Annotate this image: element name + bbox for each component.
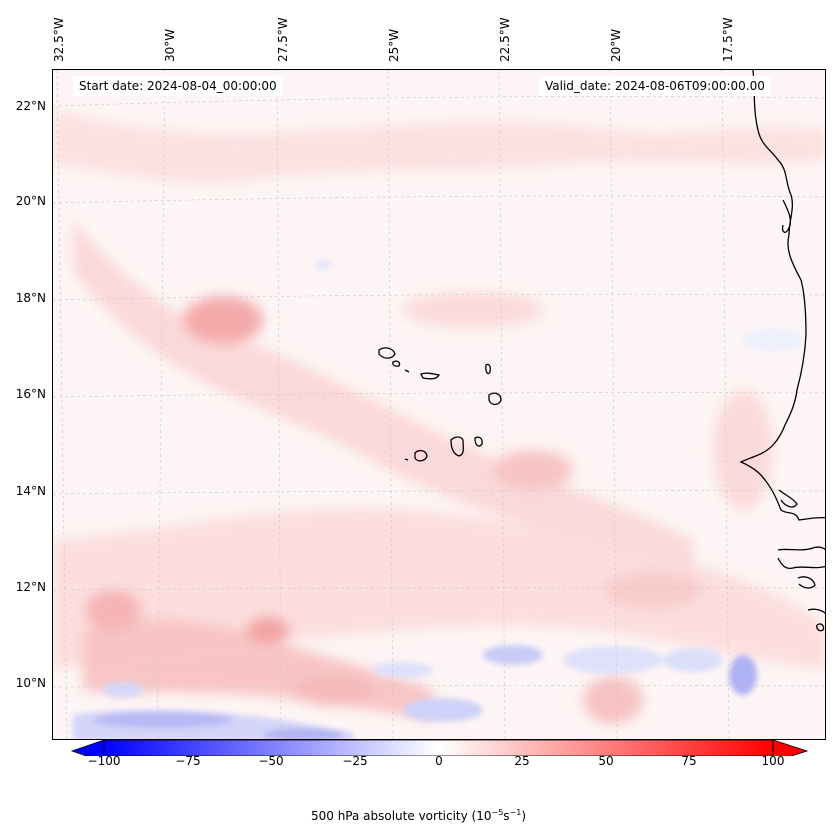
sao-vicente-island [392, 360, 401, 367]
colorbar-label-exponent-2: −1 [509, 808, 522, 817]
fogo-island [414, 449, 428, 462]
graticule [53, 70, 825, 739]
lat-label-16n: 16°N [15, 387, 46, 401]
cb-tick-minus25: −25 [342, 754, 368, 768]
cb-tick-100: 100 [761, 754, 785, 768]
santa-luzia-island [404, 369, 410, 373]
cb-tick-50: 50 [598, 754, 614, 768]
gambia-coast [777, 546, 825, 570]
positive-vorticity-areas [53, 110, 825, 724]
boa-vista-island [488, 392, 502, 406]
colorbar-outline [103, 740, 774, 756]
maio-island [474, 436, 483, 447]
guinea-coast [807, 608, 825, 614]
africa-coastline [739, 70, 825, 521]
map-panel [52, 69, 826, 740]
lat-label-14n: 14°N [15, 484, 46, 498]
colorbar-label: 500 hPa absolute vorticity (10−5s−1) [0, 808, 837, 823]
banc-d-arguin-coast [781, 199, 792, 233]
santiago-island [450, 436, 464, 457]
lat-label-22n: 22°N [15, 99, 46, 113]
guinea-bissau-coast [797, 576, 816, 589]
valid-date-label: Valid_date: 2024-08-06T09:00:00.00 [539, 76, 771, 96]
lon-label-30w: 30°W [163, 28, 177, 62]
sal-island [485, 363, 491, 375]
brava-island [404, 458, 409, 461]
cb-tick-75: 75 [681, 754, 697, 768]
cb-tick-0: 0 [435, 754, 443, 768]
lon-label-27-5w: 27.5°W [276, 17, 290, 62]
cb-tick-minus50: −50 [258, 754, 284, 768]
colorbar-label-exponent-1: −5 [491, 808, 504, 817]
colorbar [70, 740, 809, 756]
sao-nicolau-island [420, 372, 441, 380]
santo-antao-island [378, 347, 396, 359]
lat-label-10n: 10°N [15, 676, 46, 690]
colorbar-gradient [104, 740, 773, 756]
bijagos-islands [816, 623, 825, 632]
lon-label-32-5w: 32.5°W [52, 17, 66, 62]
cb-tick-minus75: −75 [175, 754, 201, 768]
lat-label-20n: 20°N [15, 194, 46, 208]
cb-tick-minus100: −100 [87, 754, 121, 768]
cape-verde-peninsula [778, 489, 798, 508]
lon-label-22-5w: 22.5°W [498, 17, 512, 62]
coastlines [378, 70, 825, 632]
colorbar-label-suffix: ) [521, 809, 527, 823]
negative-vorticity-areas [73, 260, 803, 739]
vorticity-field [53, 70, 825, 739]
lon-label-20w: 20°W [609, 28, 623, 62]
lat-label-12n: 12°N [15, 580, 46, 594]
colorbar-label-mid: s [503, 809, 510, 823]
colorbar-label-prefix: 500 hPa absolute vorticity (10 [310, 809, 492, 823]
cb-tick-25: 25 [514, 754, 530, 768]
start-date-label: Start date: 2024-08-04_00:00:00 [73, 76, 283, 96]
lat-label-18n: 18°N [15, 291, 46, 305]
lon-label-17-5w: 17.5°W [721, 17, 735, 62]
lon-label-25w: 25°W [387, 28, 401, 62]
